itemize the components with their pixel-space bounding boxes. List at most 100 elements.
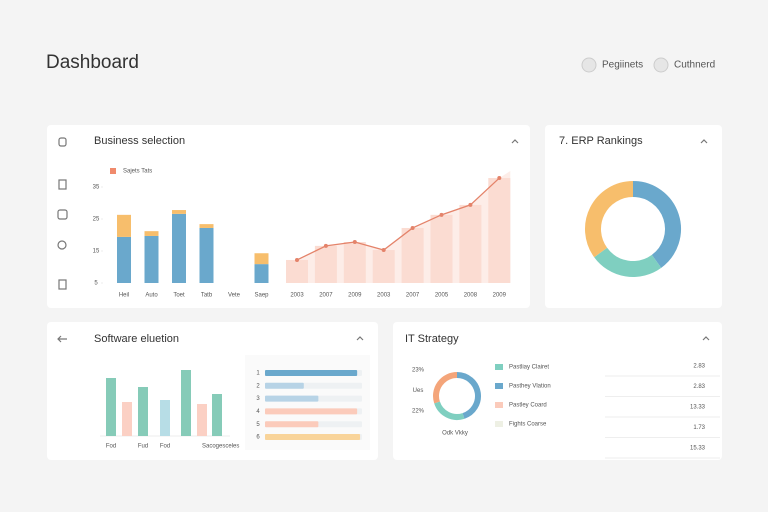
- bar: [265, 370, 358, 376]
- bar: [265, 408, 358, 415]
- legend-label: Pastliay Clairet: [509, 365, 549, 371]
- trend-column: [314, 245, 337, 283]
- x-tick-label: Toet: [173, 293, 185, 299]
- bar: [160, 400, 170, 436]
- donut-segment: [632, 181, 681, 268]
- x-tick-label: 2007: [406, 293, 420, 299]
- y-tick-label: 5: [94, 281, 98, 287]
- x-tick-label: 2007: [319, 293, 333, 299]
- row-label: 1: [256, 371, 260, 377]
- row-label: 5: [256, 422, 260, 428]
- x-tick-label: Auto: [145, 293, 158, 299]
- legend-swatch: [495, 421, 503, 427]
- x-tick-label: 2009: [493, 293, 507, 299]
- bar: [181, 370, 191, 436]
- x-tick-label: 2009: [348, 293, 362, 299]
- legend-swatch: [495, 383, 503, 389]
- trend-point: [381, 248, 386, 253]
- trend-point: [439, 212, 444, 217]
- table-value: 13.33: [690, 405, 706, 411]
- x-tick-label: Fod: [106, 444, 116, 450]
- trend-column: [430, 214, 453, 283]
- trend-column: [488, 178, 511, 283]
- x-tick-label: Fud: [138, 444, 148, 450]
- donut-label: 22%: [412, 409, 425, 415]
- x-tick-label: Tatb: [201, 293, 213, 299]
- panel-title: Software eluetion: [94, 333, 179, 345]
- x-tick-label: Sacogesceles: [202, 444, 239, 450]
- button-icon[interactable]: [653, 57, 669, 73]
- bar: [197, 404, 207, 436]
- bar-segment: [172, 213, 186, 283]
- x-tick-label: 2008: [464, 293, 478, 299]
- chevrons[interactable]: [356, 139, 710, 341]
- donut-segment: [433, 372, 458, 404]
- donut-segment: [456, 372, 481, 419]
- bar-segment: [199, 227, 214, 283]
- bar-segment: [144, 231, 159, 236]
- legend-label: Pasthey Vlation: [509, 384, 551, 390]
- legend-label: Fights Coarse: [509, 422, 547, 428]
- x-tick-label: Vete: [228, 293, 241, 299]
- bar: [265, 382, 304, 389]
- legend-swatch: [495, 402, 503, 408]
- trend-point: [295, 257, 299, 262]
- row-label: 4: [256, 409, 260, 415]
- x-tick-label: 2005: [435, 293, 449, 299]
- sidebar-icons: [57, 137, 68, 343]
- trend-line: [296, 177, 500, 261]
- trend-column: [459, 204, 482, 283]
- panel: [393, 322, 722, 460]
- y-tick-label: 15: [93, 249, 100, 255]
- button[interactable]: Cuthnerd: [674, 60, 715, 71]
- donut-segment: [585, 181, 634, 258]
- trend-point: [323, 243, 328, 248]
- donut-segment: [434, 401, 465, 420]
- bar: [265, 434, 361, 440]
- row-label: 2: [256, 383, 260, 389]
- button-icon[interactable]: [581, 57, 597, 73]
- bar-segment: [172, 210, 186, 214]
- y-tick-label: 35: [93, 185, 100, 191]
- trend-column: [343, 242, 366, 283]
- legend-swatch: [495, 364, 503, 370]
- legend-swatch: [110, 168, 116, 174]
- legend-label: Pastley Coard: [509, 403, 547, 409]
- panel-title: IT Strategy: [405, 333, 459, 345]
- bar: [212, 394, 222, 436]
- trend-point: [468, 202, 473, 207]
- trend-point: [410, 225, 415, 230]
- bar: [138, 387, 148, 436]
- donut-label: 23%: [412, 368, 425, 374]
- button[interactable]: Pegiinets: [602, 60, 643, 71]
- bar-segment: [199, 224, 214, 228]
- x-tick-label: Heil: [119, 293, 129, 299]
- table-value: 2.83: [693, 364, 705, 370]
- x-tick-label: 2003: [290, 293, 304, 299]
- table-value: 2.83: [693, 384, 705, 390]
- bar: [265, 395, 319, 402]
- trend-column: [286, 259, 308, 283]
- bar-segment: [117, 214, 131, 237]
- donut-segment: [594, 247, 662, 277]
- bar-segment: [117, 236, 131, 283]
- x-tick-label: Fod: [160, 444, 170, 450]
- bar-segment: [254, 253, 269, 265]
- y-tick-label: 25: [93, 217, 100, 223]
- panel-title: Business selection: [94, 135, 185, 147]
- trend-point: [352, 240, 357, 245]
- table-value: 15.33: [690, 446, 706, 452]
- trend-point: [497, 176, 502, 181]
- row-label: 6: [256, 435, 260, 441]
- trend-column: [401, 227, 424, 283]
- row-label: 3: [256, 396, 260, 402]
- bar-segment: [144, 235, 159, 283]
- trend-area: [286, 171, 511, 283]
- donut-label: Ues: [413, 388, 424, 394]
- bar: [122, 402, 132, 436]
- x-tick-label: 2003: [377, 293, 391, 299]
- bar: [106, 378, 116, 436]
- panel-title: 7. ERP Rankings: [559, 135, 643, 147]
- bar-segment: [254, 264, 269, 283]
